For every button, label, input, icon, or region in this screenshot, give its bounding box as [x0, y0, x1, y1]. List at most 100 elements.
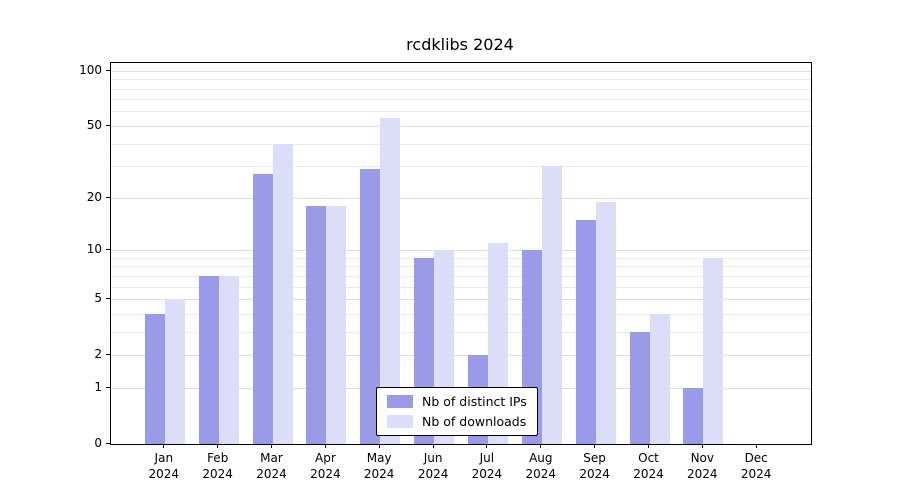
minor-gridline	[111, 331, 811, 333]
y-tick-label: 10	[86, 242, 102, 256]
y-tick-mark	[106, 298, 110, 299]
x-tick-label-year: 2024	[525, 467, 557, 481]
x-tick-label: Mar 2024	[240, 450, 304, 482]
x-tick-label: Jul 2024	[455, 450, 519, 482]
bar-downloads	[164, 299, 185, 444]
chart-title: rcdklibs 2024	[406, 35, 514, 54]
x-tick-label-year: 2024	[310, 467, 341, 481]
x-tick-mark	[648, 444, 649, 448]
minor-gridline	[111, 143, 811, 145]
x-tick-label: Apr 2024	[293, 450, 357, 482]
x-tick-label-year: 2024	[148, 467, 180, 481]
minor-gridline	[111, 166, 811, 168]
minor-gridline	[111, 313, 811, 315]
y-tick-label: 20	[86, 189, 102, 204]
x-tick-label-year: 2024	[256, 467, 287, 481]
x-tick-label: Oct 2024	[617, 450, 681, 482]
x-tick-label-month: Jan	[154, 451, 174, 465]
bar-downloads	[326, 205, 347, 444]
y-tick-mark	[106, 69, 110, 71]
bar-distinct-ips	[144, 313, 165, 444]
bar-downloads	[649, 313, 670, 444]
x-tick-mark	[271, 444, 272, 448]
x-tick-label: Jan 2024	[132, 450, 196, 482]
x-tick-label-month: Aug	[529, 451, 553, 465]
legend-swatch-downloads	[387, 415, 413, 428]
major-gridline	[111, 250, 811, 251]
bar-distinct-ips	[198, 275, 219, 444]
legend: Nb of distinct IPs Nb of downloads	[376, 387, 538, 436]
major-gridline	[111, 125, 811, 127]
minor-gridline	[111, 99, 811, 101]
bar-distinct-ips	[629, 331, 650, 444]
x-tick-mark	[324, 444, 326, 448]
x-tick-label-month: Oct	[638, 451, 659, 465]
y-tick-label: 100	[79, 62, 102, 77]
x-tick-label: Sep 2024	[563, 450, 627, 482]
x-tick-label: May 2024	[347, 450, 411, 482]
x-tick-label-month: Jul	[479, 451, 495, 465]
minor-gridline	[111, 88, 811, 90]
y-tick-mark	[106, 443, 110, 444]
x-tick-label-year: 2024	[417, 467, 449, 481]
y-tick-mark	[106, 249, 110, 250]
x-tick-label-month: Nov	[690, 451, 714, 465]
minor-gridline	[111, 79, 811, 81]
x-tick-mark	[432, 444, 434, 448]
x-tick-label: Dec 2024	[724, 450, 788, 482]
x-tick-label-month: Apr	[315, 451, 336, 465]
x-tick-label-year: 2024	[687, 467, 718, 481]
bar-distinct-ips	[360, 168, 381, 444]
x-tick-label-year: 2024	[633, 467, 664, 481]
major-gridline	[111, 355, 811, 357]
x-tick-label-year: 2024	[740, 467, 772, 481]
bar-downloads	[218, 275, 239, 444]
x-tick-label-month: Jun	[423, 451, 443, 465]
minor-gridline	[111, 275, 811, 277]
x-tick-mark	[755, 444, 757, 448]
x-tick-mark	[163, 444, 165, 448]
major-gridline	[111, 299, 811, 300]
y-tick-label: 50	[86, 117, 102, 132]
x-tick-mark	[540, 444, 542, 448]
x-tick-mark	[486, 444, 488, 448]
x-tick-mark	[378, 444, 380, 448]
minor-gridline	[111, 266, 811, 268]
x-tick-label-year: 2024	[363, 467, 395, 481]
x-tick-label: Nov 2024	[670, 450, 734, 482]
bar-downloads	[272, 143, 293, 444]
y-tick-label: 0	[94, 436, 102, 450]
x-tick-label-year: 2024	[471, 467, 503, 481]
bar-downloads	[541, 166, 562, 444]
x-tick-label-year: 2024	[579, 467, 610, 481]
x-tick-label-month: Dec	[744, 451, 768, 465]
minor-gridline	[111, 257, 811, 259]
x-tick-label-year: 2024	[202, 467, 233, 481]
minor-gridline	[111, 286, 811, 288]
y-tick-label: 1	[94, 379, 102, 394]
x-tick-label-month: May	[366, 451, 392, 465]
bar-distinct-ips	[575, 219, 596, 444]
bar-distinct-ips	[252, 174, 273, 444]
x-tick-mark	[217, 444, 219, 448]
legend-item-downloads: Nb of downloads	[387, 414, 527, 429]
bar-downloads	[380, 118, 401, 444]
y-tick-label: 2	[94, 347, 102, 362]
x-tick-label: Jun 2024	[401, 450, 465, 482]
plot-area	[110, 62, 812, 445]
x-tick-label-month: Sep	[583, 451, 606, 465]
bar-distinct-ips	[683, 387, 704, 444]
bar-downloads	[595, 201, 616, 444]
bar-distinct-ips	[306, 205, 327, 444]
minor-gridline	[111, 111, 811, 113]
legend-label-distinct-ips: Nb of distinct IPs	[422, 394, 527, 409]
legend-label-downloads: Nb of downloads	[422, 414, 527, 429]
legend-item-distinct-ips: Nb of distinct IPs	[387, 394, 527, 409]
x-tick-label-month: Mar	[260, 451, 283, 465]
x-tick-mark	[594, 444, 596, 448]
x-tick-mark	[701, 444, 703, 448]
y-tick-mark	[106, 196, 110, 198]
y-tick-mark	[106, 386, 110, 388]
x-tick-label: Feb 2024	[186, 450, 250, 482]
